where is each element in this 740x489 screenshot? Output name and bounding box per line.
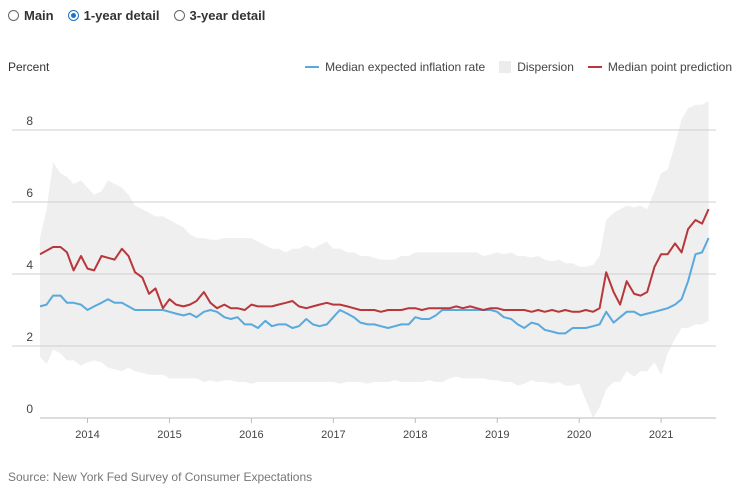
y-tick-label: 2	[26, 330, 33, 344]
x-tick-label: 2016	[239, 429, 263, 441]
legend-dispersion[interactable]: Dispersion	[499, 60, 574, 74]
x-tick-label: 2017	[321, 429, 345, 441]
radio-1-year-detail-circle[interactable]	[67, 10, 79, 21]
radio-3-year-detail[interactable]: 3-year detail	[173, 8, 266, 23]
x-tick-label: 2019	[485, 429, 509, 441]
radio-3-year-detail-label: 3-year detail	[189, 8, 266, 23]
dispersion-band	[40, 101, 709, 418]
legend-median-expected-swatch	[305, 66, 320, 68]
radio-1-year-detail-label: 1-year detail	[83, 8, 160, 23]
y-tick-label: 8	[26, 114, 33, 128]
radio-1-year-detail[interactable]: 1-year detail	[67, 8, 160, 23]
x-tick-label: 2020	[567, 429, 591, 441]
x-tick-label: 2014	[75, 429, 99, 441]
radio-main-label: Main	[24, 8, 54, 23]
legend-median-expected[interactable]: Median expected inflation rate	[305, 60, 485, 74]
legend-median-point-label: Median point prediction	[607, 60, 732, 74]
radio-main-circle[interactable]	[8, 10, 19, 21]
x-tick-label: 2021	[649, 429, 673, 441]
median-expected-inflation-line	[39, 237, 710, 335]
y-tick-label: 4	[26, 258, 33, 272]
x-tick-label: 2015	[157, 429, 181, 441]
radio-main[interactable]: Main	[8, 8, 54, 23]
x-tick-label: 2018	[403, 429, 427, 441]
y-tick-label: 0	[26, 402, 33, 416]
radio-3-year-detail-circle[interactable]	[173, 10, 185, 21]
legend-median-expected-label: Median expected inflation rate	[325, 60, 486, 74]
chart-legend: Median expected inflation rate Dispersio…	[305, 60, 732, 74]
legend-dispersion-swatch	[499, 61, 512, 73]
source-note: Source: New York Fed Survey of Consumer …	[8, 470, 313, 484]
legend-median-point[interactable]: Median point prediction	[587, 60, 732, 74]
legend-dispersion-label: Dispersion	[517, 60, 574, 74]
view-selector: Main 1-year detail 3-year detail	[8, 8, 265, 23]
y-tick-label: 6	[26, 186, 33, 200]
legend-median-point-swatch	[587, 66, 602, 68]
median-point-prediction-line	[39, 208, 710, 313]
y-axis-label: Percent	[8, 60, 50, 74]
